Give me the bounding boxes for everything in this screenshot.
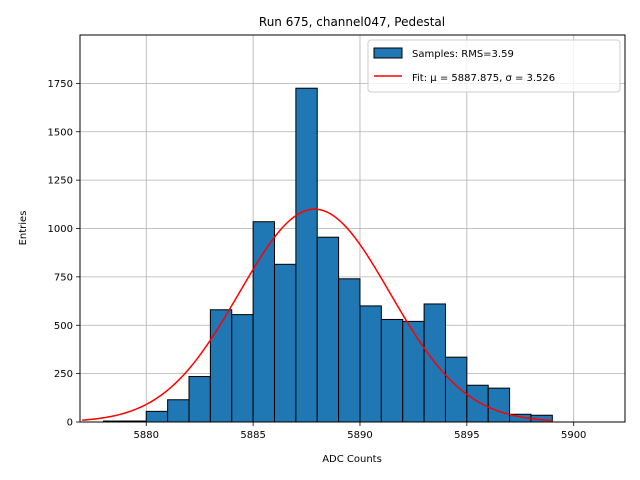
y-tick-label: 1500 bbox=[48, 127, 73, 138]
histogram-bar bbox=[316, 236, 340, 423]
histogram-bar bbox=[402, 320, 425, 423]
histogram-bar bbox=[295, 87, 318, 423]
y-tick-label: 1250 bbox=[48, 176, 73, 187]
x-axis-label: ADC Counts bbox=[322, 454, 382, 465]
histogram-bar bbox=[359, 305, 382, 423]
y-tick-label: 0 bbox=[67, 418, 73, 429]
y-tick-label: 250 bbox=[54, 369, 73, 380]
fit-line bbox=[82, 208, 553, 422]
x-tick-label: 5880 bbox=[134, 430, 159, 441]
histogram-bar bbox=[487, 387, 511, 423]
x-tick-label: 5895 bbox=[454, 430, 479, 441]
y-tick-label: 500 bbox=[54, 321, 73, 332]
histogram-bars bbox=[103, 87, 553, 423]
histogram-bar bbox=[231, 314, 254, 423]
histogram-bar bbox=[466, 384, 489, 423]
chart-title: Run 675, channel047, Pedestal bbox=[259, 15, 445, 29]
histogram-bar bbox=[167, 399, 190, 423]
x-tick-label: 5900 bbox=[561, 430, 586, 441]
legend-swatch-samples bbox=[373, 47, 403, 59]
histogram-bar bbox=[338, 278, 361, 423]
fit-curve bbox=[82, 208, 553, 422]
x-axis-ticks: 5880 5885 5890 5895 5900 bbox=[134, 422, 586, 441]
y-axis-ticks: 0 250 500 750 1000 1250 1500 1750 bbox=[48, 79, 80, 429]
legend-label-fit: Fit: μ = 5887.875, σ = 3.526 bbox=[412, 73, 555, 84]
histogram-bar bbox=[380, 318, 404, 423]
histogram-bar bbox=[188, 376, 211, 423]
y-tick-label: 750 bbox=[54, 272, 73, 283]
y-tick-label: 1000 bbox=[48, 224, 73, 235]
histogram-bar bbox=[444, 356, 468, 423]
x-tick-label: 5890 bbox=[347, 430, 372, 441]
histogram-bar bbox=[145, 410, 169, 423]
legend-box bbox=[367, 39, 621, 93]
histogram-bar bbox=[273, 263, 297, 423]
legend-label-samples: Samples: RMS=3.59 bbox=[412, 49, 514, 60]
y-axis-label: Entries bbox=[18, 211, 29, 246]
legend: Samples: RMS=3.59 Fit: μ = 5887.875, σ =… bbox=[367, 39, 621, 93]
y-tick-label: 1750 bbox=[48, 79, 73, 90]
histogram-bar bbox=[209, 309, 233, 423]
x-tick-label: 5885 bbox=[240, 430, 265, 441]
